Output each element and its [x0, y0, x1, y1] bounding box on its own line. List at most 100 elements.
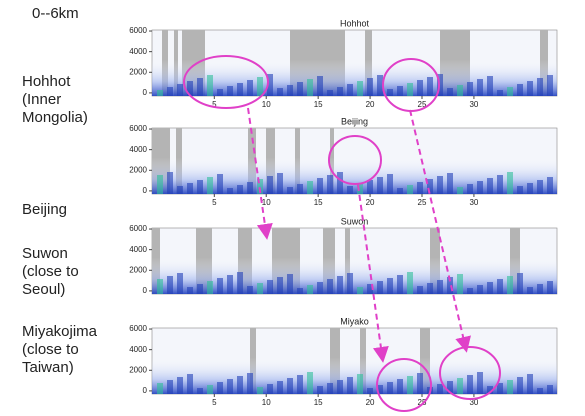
aerosol-layer: [377, 385, 383, 394]
aerosol-layer: [277, 381, 283, 394]
aerosol-layer: [317, 178, 323, 194]
aerosol-layer: [157, 383, 163, 394]
site-label: Taiwan): [22, 359, 74, 376]
aerosol-layer: [237, 376, 243, 394]
aerosol-layer: [507, 276, 513, 294]
site-label: (Inner: [22, 91, 61, 108]
y-tick-label: 0: [143, 88, 148, 97]
aerosol-layer: [367, 180, 373, 194]
y-tick-label: 6000: [129, 324, 147, 333]
site-label: (close to: [22, 263, 79, 280]
aerosol-layer: [217, 382, 223, 394]
aerosol-layer: [307, 285, 313, 294]
aerosol-layer: [517, 84, 523, 96]
y-tick-label: 4000: [129, 245, 147, 254]
aerosol-layer: [387, 174, 393, 194]
aerosol-layer: [237, 272, 243, 294]
aerosol-layer: [367, 78, 373, 96]
aerosol-layer: [277, 173, 283, 194]
y-tick-label: 0: [143, 286, 148, 295]
panel-title: Hohhot: [340, 18, 370, 28]
aerosol-layer: [207, 385, 213, 394]
aerosol-layer: [177, 377, 183, 394]
aerosol-layer: [267, 74, 273, 96]
aerosol-layer: [347, 273, 353, 294]
y-tick-label: 2000: [129, 67, 147, 76]
aerosol-layer: [367, 388, 373, 394]
site-label: Suwon: [22, 245, 68, 262]
aerosol-layer: [427, 179, 433, 194]
aerosol-layer: [517, 273, 523, 294]
aerosol-layer: [497, 175, 503, 194]
aerosol-layer: [377, 75, 383, 96]
aerosol-layer: [297, 375, 303, 394]
aerosol-layer: [307, 372, 313, 394]
aerosol-layer: [527, 183, 533, 194]
aerosol-layer: [437, 280, 443, 294]
aerosol-layer: [457, 378, 463, 394]
aerosol-layer: [267, 280, 273, 294]
aerosol-layer: [307, 181, 313, 194]
aerosol-layer: [277, 88, 283, 96]
aerosol-layer: [447, 88, 453, 96]
aerosol-layer: [177, 84, 183, 96]
aerosol-layer: [507, 87, 513, 96]
aerosol-layer: [347, 186, 353, 194]
aerosol-layer: [207, 75, 213, 96]
aerosol-layer: [427, 283, 433, 294]
aerosol-layer: [317, 386, 323, 394]
aerosol-layer: [337, 172, 343, 194]
aerosol-layer: [457, 187, 463, 194]
aerosol-layer: [437, 384, 443, 394]
aerosol-layer: [347, 84, 353, 96]
aerosol-layer: [287, 187, 293, 194]
aerosol-layer: [207, 281, 213, 294]
y-tick-label: 2000: [129, 365, 147, 374]
aerosol-layer: [477, 181, 483, 194]
site-label: Beijing: [22, 201, 67, 218]
aerosol-layer: [327, 383, 333, 394]
aerosol-layer: [537, 78, 543, 96]
aerosol-layer: [297, 82, 303, 96]
aerosol-layer: [357, 81, 363, 96]
aerosol-layer: [417, 182, 423, 194]
aerosol-layer: [487, 178, 493, 194]
panel-title: Beijing: [341, 116, 368, 126]
aerosol-layer: [507, 380, 513, 394]
aerosol-layer: [297, 184, 303, 194]
aerosol-layer: [207, 177, 213, 194]
x-tick-label: 10: [262, 198, 271, 207]
aerosol-layer: [167, 380, 173, 394]
x-tick-label: 5: [212, 198, 217, 207]
aerosol-layer: [407, 185, 413, 194]
aerosol-layer: [187, 183, 193, 194]
aerosol-layer: [497, 279, 503, 294]
aerosol-layer: [227, 275, 233, 294]
aerosol-layer: [157, 90, 163, 96]
heading: 0--6km: [32, 5, 79, 22]
aerosol-layer: [187, 374, 193, 394]
aerosol-layer: [227, 188, 233, 194]
aerosol-layer: [167, 87, 173, 96]
aerosol-layer: [257, 77, 263, 96]
aerosol-layer: [257, 283, 263, 294]
aerosol-layer: [237, 185, 243, 194]
aerosol-layer: [387, 89, 393, 96]
y-tick-label: 0: [143, 386, 148, 395]
x-tick-label: 5: [212, 100, 217, 109]
aerosol-layer: [487, 386, 493, 394]
aerosol-layer: [447, 381, 453, 394]
aerosol-layer: [307, 79, 313, 96]
aerosol-layer: [377, 177, 383, 194]
aerosol-layer: [417, 373, 423, 394]
x-tick-label: 25: [418, 100, 427, 109]
aerosol-layer: [197, 78, 203, 96]
x-tick-label: 30: [469, 100, 478, 109]
aerosol-layer: [267, 176, 273, 194]
aerosol-layer: [507, 172, 513, 194]
y-tick-label: 4000: [129, 145, 147, 154]
aerosol-layer: [357, 287, 363, 294]
aerosol-layer: [317, 76, 323, 96]
aerosol-layer: [357, 374, 363, 394]
